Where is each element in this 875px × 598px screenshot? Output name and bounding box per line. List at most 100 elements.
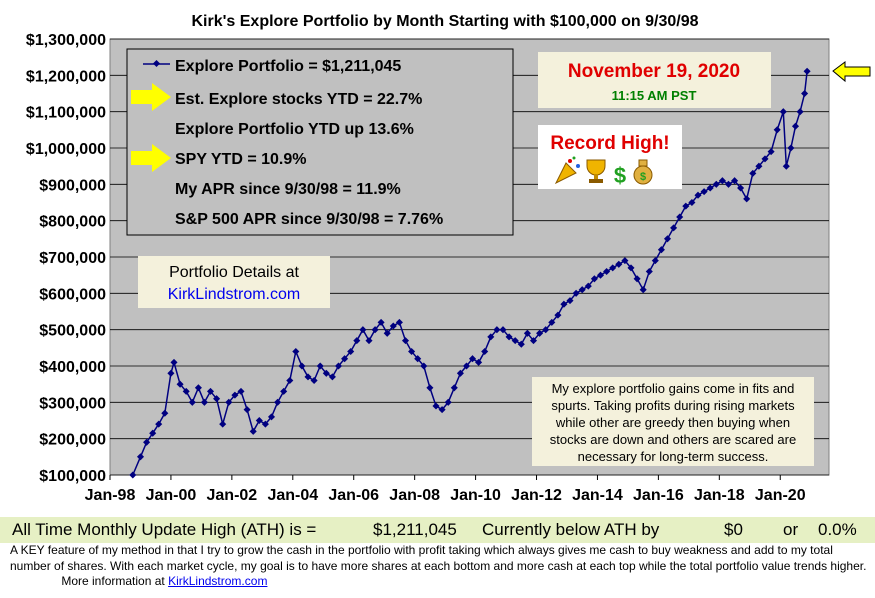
note-box: My explore portfolio gains come in fits … (532, 377, 814, 466)
party-popper-icon (554, 156, 580, 185)
legend: Explore Portfolio = $1,211,045 Est. Expl… (126, 48, 514, 236)
legend-arrow-icon-1 (131, 83, 171, 111)
data-point (791, 122, 800, 130)
legend-marker-icon (143, 59, 170, 68)
data-point (304, 373, 312, 381)
data-point (383, 329, 391, 337)
y-tick-label: $700,000 (39, 250, 106, 267)
ath-value: $1,211,045 (373, 520, 457, 539)
data-point (401, 337, 410, 345)
data-point (261, 420, 269, 428)
data-point (782, 162, 790, 170)
data-point (615, 260, 623, 268)
note-line: spurts. Taking profits during rising mar… (551, 398, 795, 413)
data-point (688, 198, 696, 207)
data-point (584, 282, 592, 290)
y-tick-label: $1,000,000 (26, 141, 106, 158)
legend-line: SPY YTD = 10.9% (175, 151, 306, 168)
latest-value-arrow-icon (832, 61, 871, 83)
data-point (603, 267, 611, 276)
data-point (444, 398, 452, 406)
portfolio-chart: Kirk's Explore Portfolio by Month Starti… (26, 13, 871, 504)
data-point (213, 395, 221, 403)
data-point (136, 453, 145, 461)
data-point (408, 347, 416, 356)
data-point (578, 286, 586, 294)
data-point (155, 420, 163, 428)
data-point (170, 358, 178, 366)
footer-more: More information at (61, 574, 165, 588)
svg-text:$: $ (640, 171, 646, 183)
data-point (468, 355, 477, 363)
data-point (572, 289, 580, 297)
data-point (609, 264, 617, 272)
data-point (143, 438, 151, 446)
x-tick-label: Jan-04 (267, 487, 318, 504)
data-point (517, 340, 525, 348)
data-point (225, 398, 233, 406)
data-point (389, 322, 397, 330)
data-point (779, 108, 787, 116)
data-point (316, 362, 324, 370)
data-point (167, 369, 175, 377)
data-point (310, 376, 318, 385)
data-point (712, 180, 720, 188)
data-point (505, 333, 513, 341)
data-point (182, 387, 190, 395)
data-point (365, 337, 373, 345)
data-point (322, 369, 330, 377)
or-text: or (783, 520, 799, 539)
data-point (353, 337, 361, 345)
data-point (749, 169, 757, 177)
x-tick-label: Jan-10 (450, 487, 501, 504)
details-link[interactable]: KirkLindstrom.com (168, 286, 300, 303)
data-point (542, 326, 550, 334)
below-ath-percent: 0.0% (818, 520, 857, 539)
data-point (420, 362, 428, 370)
data-point (700, 188, 708, 196)
data-point (176, 380, 184, 388)
footer-link[interactable]: KirkLindstrom.com (168, 574, 268, 588)
legend-line: Explore Portfolio = $1,211,045 (175, 58, 401, 75)
data-point (743, 195, 751, 203)
y-tick-label: $800,000 (39, 214, 106, 231)
y-tick-label: $300,000 (39, 395, 106, 412)
data-point (761, 155, 769, 163)
data-point (267, 413, 276, 421)
data-point (633, 275, 641, 283)
dollar-sign-icon: $ (614, 163, 626, 188)
x-tick-label: Jan-12 (511, 487, 562, 504)
data-point (414, 355, 422, 363)
data-point (377, 318, 385, 326)
x-tick-label: Jan-14 (572, 487, 623, 504)
data-point (676, 213, 684, 221)
x-tick-label: Jan-16 (633, 487, 684, 504)
data-point (274, 398, 282, 406)
data-point (801, 89, 809, 98)
y-tick-label: $400,000 (39, 359, 106, 376)
y-tick-label: $1,300,000 (26, 32, 106, 49)
data-point (438, 406, 446, 414)
legend-arrow-icon-2 (131, 144, 171, 172)
data-point (737, 184, 745, 192)
below-ath-label: Currently below ATH by (482, 520, 660, 539)
details-text: Portfolio Details at (169, 264, 299, 281)
x-tick-label: Jan-00 (146, 487, 197, 504)
y-tick-label: $1,100,000 (26, 105, 106, 122)
details-box: Portfolio Details at KirkLindstrom.com (138, 256, 330, 308)
update-date: November 19, 2020 (568, 61, 740, 82)
data-point (682, 202, 690, 210)
data-point (670, 224, 678, 232)
svg-text:$: $ (614, 163, 626, 188)
x-tick-label: Jan-98 (85, 487, 136, 504)
note-line: necessary for long-term success. (578, 449, 769, 464)
data-point (787, 144, 795, 152)
ath-label: All Time Monthly Update High (ATH) is = (12, 520, 317, 539)
data-point (657, 246, 665, 254)
data-point (359, 326, 367, 334)
data-point (280, 387, 288, 395)
update-time: 11:15 AM PST (612, 88, 697, 103)
data-point (645, 267, 653, 276)
data-point (694, 191, 702, 199)
